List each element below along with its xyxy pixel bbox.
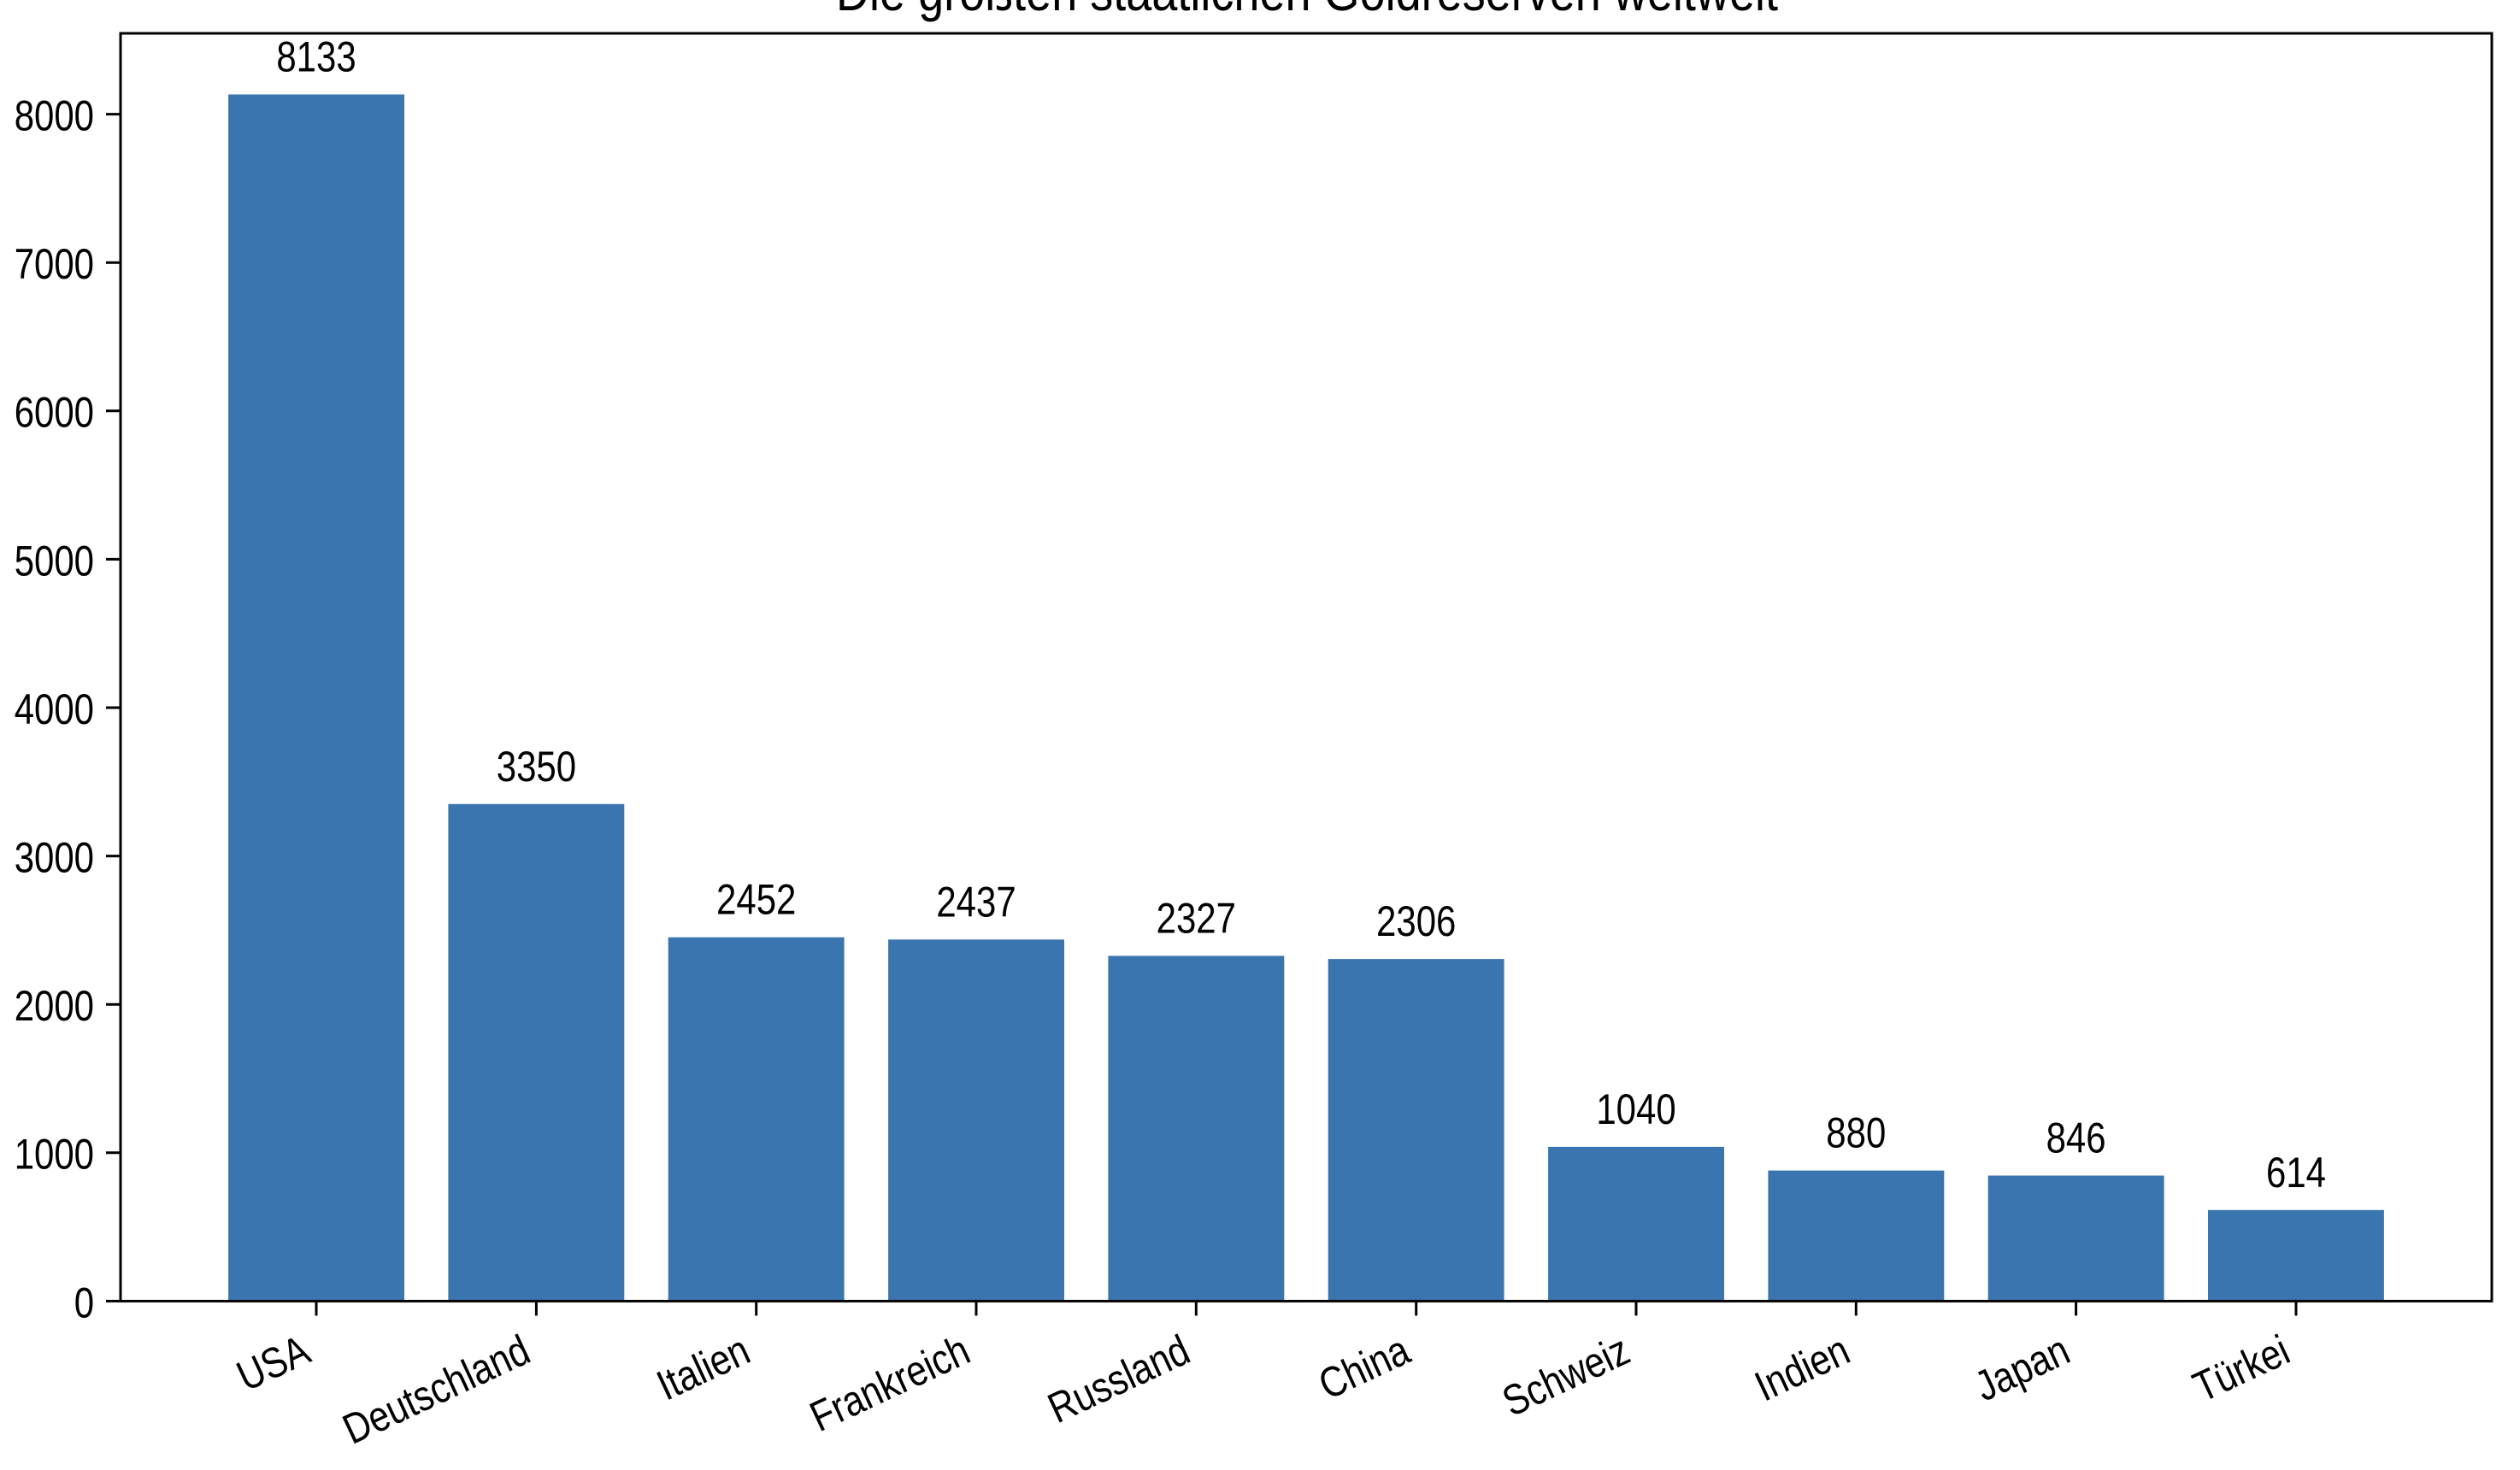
svg-text:0: 0 [74,1279,94,1326]
svg-text:8133: 8133 [276,33,356,81]
svg-text:Die größten staatlichen Goldre: Die größten staatlichen Goldreserven wel… [836,0,1778,22]
svg-text:5000: 5000 [15,537,94,585]
svg-text:2306: 2306 [1376,897,1456,945]
svg-text:2437: 2437 [936,878,1016,926]
svg-text:1040: 1040 [1596,1085,1675,1133]
svg-text:880: 880 [1826,1109,1886,1157]
svg-text:7000: 7000 [15,240,94,288]
svg-text:2452: 2452 [716,876,796,924]
svg-text:614: 614 [2266,1149,2326,1197]
svg-text:2327: 2327 [1157,894,1236,942]
svg-text:6000: 6000 [15,389,94,437]
svg-text:3350: 3350 [497,743,576,791]
svg-text:4000: 4000 [15,685,94,733]
svg-text:1000: 1000 [15,1131,94,1179]
svg-text:8000: 8000 [15,92,94,140]
svg-text:846: 846 [2046,1114,2106,1162]
svg-text:3000: 3000 [15,834,94,882]
svg-text:2000: 2000 [15,982,94,1030]
